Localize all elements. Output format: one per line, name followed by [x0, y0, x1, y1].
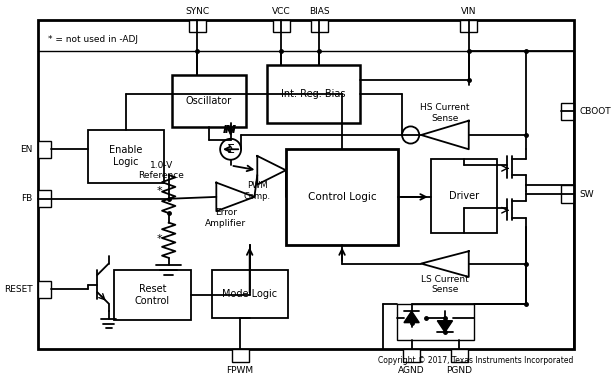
Polygon shape — [421, 251, 468, 277]
Bar — [561, 186, 573, 202]
Bar — [430, 159, 497, 233]
Text: Reset
Control: Reset Control — [135, 284, 170, 306]
Bar — [38, 141, 50, 158]
Text: * = not used in -ADJ: * = not used in -ADJ — [48, 35, 138, 44]
Text: Σ: Σ — [227, 143, 235, 156]
Bar — [212, 270, 288, 318]
Polygon shape — [257, 156, 286, 185]
Text: *: * — [157, 234, 162, 244]
Bar — [286, 149, 398, 244]
Text: Copyright © 2017, Texas Instruments Incorporated: Copyright © 2017, Texas Instruments Inco… — [378, 356, 573, 366]
Text: BIAS: BIAS — [309, 7, 330, 16]
Polygon shape — [421, 121, 468, 149]
Bar — [273, 20, 290, 32]
Text: FPWM: FPWM — [227, 366, 254, 376]
Text: PWM
Comp.: PWM Comp. — [244, 181, 271, 201]
Text: CBOOT: CBOOT — [579, 107, 611, 116]
Text: SW: SW — [579, 189, 594, 199]
Bar — [114, 270, 190, 320]
Polygon shape — [216, 183, 254, 211]
Bar — [188, 20, 206, 32]
Text: FB: FB — [21, 194, 33, 203]
Text: Control Logic: Control Logic — [308, 192, 376, 202]
Text: Int. Reg. Bias: Int. Reg. Bias — [281, 89, 346, 99]
Polygon shape — [437, 321, 453, 332]
Bar — [311, 20, 328, 32]
Text: EN: EN — [20, 145, 33, 154]
Text: Driver: Driver — [449, 191, 479, 201]
Text: HS Current
Sense: HS Current Sense — [420, 104, 470, 123]
Bar — [38, 190, 50, 207]
Text: RESET: RESET — [4, 285, 33, 294]
Polygon shape — [404, 311, 419, 323]
Text: M: M — [225, 125, 236, 135]
Text: Oscillator: Oscillator — [185, 96, 231, 106]
Text: PGND: PGND — [446, 366, 472, 376]
Bar — [231, 349, 249, 362]
Bar — [561, 103, 573, 120]
Text: Error
Amplifier: Error Amplifier — [205, 208, 246, 228]
Text: Mode Logic: Mode Logic — [222, 289, 278, 299]
Text: SYNC: SYNC — [185, 7, 209, 16]
Bar — [38, 281, 50, 298]
Bar — [88, 130, 164, 183]
Bar — [171, 75, 246, 127]
Text: 1.0-V
Reference: 1.0-V Reference — [138, 160, 184, 180]
Text: I: I — [223, 125, 227, 135]
Text: VCC: VCC — [272, 7, 290, 16]
Text: LS Current
Sense: LS Current Sense — [421, 275, 469, 294]
Text: AGND: AGND — [398, 366, 425, 376]
Bar — [451, 349, 468, 362]
Text: VIN: VIN — [461, 7, 476, 16]
Bar — [267, 65, 360, 123]
Text: Enable
Logic: Enable Logic — [109, 145, 142, 167]
Bar — [460, 20, 477, 32]
Bar — [403, 349, 420, 362]
Bar — [397, 304, 473, 340]
Text: *: * — [157, 186, 162, 196]
